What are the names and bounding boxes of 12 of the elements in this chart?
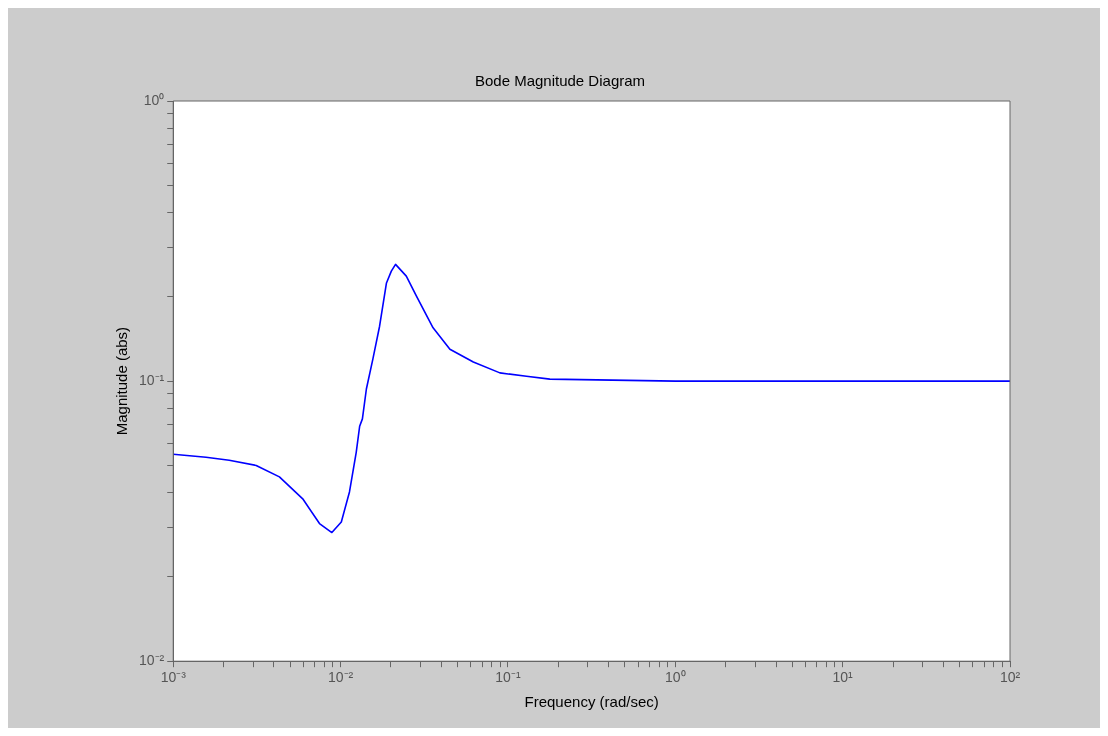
y-tick-label: 10⁰ bbox=[143, 91, 165, 108]
y-tick-label: 10⁻¹ bbox=[139, 371, 165, 388]
x-axis-title: Frequency (rad/sec) bbox=[524, 693, 659, 711]
x-tick-label: 10² bbox=[999, 669, 1021, 686]
chart-title: Bode Magnitude Diagram bbox=[474, 72, 646, 90]
x-tick-label: 10¹ bbox=[832, 669, 854, 686]
x-tick-label: 10⁻² bbox=[327, 669, 354, 686]
y-tick-label: 10⁻² bbox=[139, 652, 165, 669]
y-axis-title: Magnitude (abs) bbox=[113, 326, 131, 436]
x-tick-label: 10⁻³ bbox=[160, 669, 187, 686]
x-tick-label: 10⁰ bbox=[665, 669, 686, 686]
x-tick-label: 10⁻¹ bbox=[495, 669, 521, 686]
